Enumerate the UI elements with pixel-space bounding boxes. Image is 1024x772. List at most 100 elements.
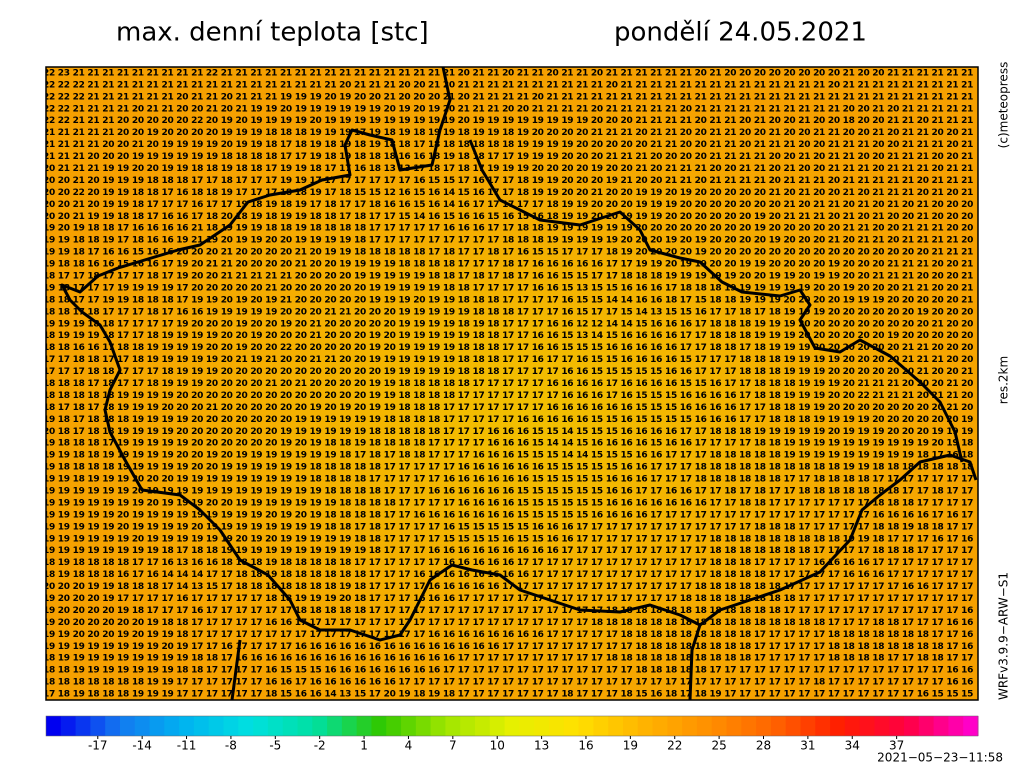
border: [60, 67, 978, 700]
colorbar-swatch: [179, 716, 195, 736]
grid-row: 19 19 18 18 19 19 19 19 19 20 20 19 20 1…: [43, 451, 973, 461]
colorbar-swatch: [223, 716, 239, 736]
grid-row: 22 22 22 21 21 21 21 21 21 20 21 21 20 2…: [43, 92, 973, 102]
colorbar: -17 -14 -11 -8 -5 -2 1 4 7 10 13 16 19 22 25 28 31 34 37: [45, 715, 979, 753]
grid-row: 21 21 21 21 20 20 21 20 19 19 19 19 20 1…: [43, 140, 973, 150]
colorbar-swatch: [904, 716, 920, 736]
colorbar-label: 28: [756, 739, 771, 753]
grid-row: 20 20 22 20 19 19 18 18 17 16 18 18 19 1…: [43, 188, 973, 198]
grid-row: 18 19 18 18 18 18 17 17 16 13 16 16 18 1…: [43, 558, 973, 568]
run-time: 2021−05−23−11:58: [877, 751, 1003, 765]
grid-row: 19 19 19 18 18 17 17 17 17 19 20 20 20 1…: [43, 319, 973, 329]
grid-row: 21 21 21 20 20 20 19 19 19 19 19 19 18 1…: [43, 152, 973, 162]
colorbar-swatch: [770, 716, 787, 736]
grid-row: 18 18 18 18 18 18 18 19 19 17 17 17 17 1…: [43, 678, 973, 688]
colorbar-label: 1: [360, 739, 368, 753]
colorbar-swatch: [682, 716, 698, 736]
colorbar-swatch: [667, 716, 683, 736]
grid-row: 19 19 19 19 19 19 20 19 19 19 19 19 19 1…: [43, 486, 973, 496]
grid-row: 20 18 17 18 18 19 19 19 19 20 20 20 20 2…: [43, 427, 973, 437]
colorbar-frame: [45, 715, 979, 737]
colorbar-label: 4: [405, 739, 413, 753]
colorbar-swatch: [312, 716, 328, 736]
colorbar-label: 7: [449, 739, 457, 753]
border-line: [230, 639, 242, 700]
grid-row: 19 20 19 18 18 17 16 16 16 16 21 18 19 1…: [43, 224, 973, 234]
map-date: pondělí 24.05.2021: [614, 18, 867, 48]
colorbar-swatch: [297, 716, 313, 736]
grid-row: 18 18 18 17 18 17 17 18 19 19 19 20 20 2…: [43, 379, 973, 389]
colorbar-label: 13: [534, 739, 549, 753]
grid-row: 19 18 17 17 17 19 19 19 19 17 20 20 20 2…: [43, 283, 973, 293]
colorbar-swatch: [119, 716, 136, 736]
colorbar-swatch: [711, 716, 728, 736]
colorbar-label: 37: [889, 739, 904, 753]
grid-row: 20 20 21 19 19 18 18 17 16 16 17 18 20 1…: [43, 212, 973, 222]
grid-row: 19 19 19 19 19 20 19 19 19 19 19 19 19 1…: [43, 510, 973, 520]
colorbar-swatch: [889, 716, 905, 736]
colorbar-label: -11: [177, 739, 197, 753]
map-background: [46, 67, 978, 700]
colorbar-swatch: [208, 716, 225, 736]
colorbar-label: 10: [490, 739, 505, 753]
colorbar-label: 16: [578, 739, 593, 753]
colorbar-swatch: [445, 716, 461, 736]
map-frame: [45, 66, 979, 701]
model-name: WRFv3.9.9−ARW−S1: [997, 572, 1011, 700]
colorbar-swatch: [815, 716, 831, 736]
border-line: [699, 453, 978, 627]
colorbar-swatch: [267, 716, 284, 736]
grid-row: 19 19 19 19 19 19 19 19 18 17 18 18 19 1…: [43, 546, 973, 556]
colorbar-swatch: [593, 716, 609, 736]
colorbar-label: -2: [314, 739, 326, 753]
grid-row: 20 20 20 19 19 18 18 18 17 14 13 15 17 1…: [43, 582, 973, 592]
colorbar-swatch: [371, 716, 387, 736]
grid-row: 22 22 21 21 21 21 20 21 21 20 20 21 20 2…: [43, 104, 973, 114]
grid-row: 19 18 17 18 18 18 19 19 19 19 20 20 20 2…: [43, 415, 973, 425]
grid-row: 18 18 16 16 17 18 18 19 19 19 19 20 20 1…: [43, 343, 973, 353]
colorbar-swatch: [578, 716, 594, 736]
colorbar-swatch: [238, 716, 254, 736]
colorbar-label: 31: [800, 739, 815, 753]
colorbar-swatch: [504, 716, 520, 736]
colorbar-swatch: [134, 716, 151, 736]
resolution: res.2km: [997, 356, 1011, 404]
colorbar-swatch: [356, 716, 372, 736]
colorbar-label: 34: [845, 739, 860, 753]
colorbar-swatch: [430, 716, 446, 736]
colorbar-swatch: [844, 716, 861, 736]
grid-row: 19 19 18 17 16 16 15 16 16 20 20 20 21 2…: [43, 248, 973, 258]
grid-row: 18 18 17 18 17 17 17 18 17 16 16 19 19 1…: [43, 307, 973, 317]
colorbar-swatch: [460, 716, 476, 736]
colorbar-swatch: [386, 716, 402, 736]
colorbar-swatch: [105, 716, 121, 736]
colorbar-swatch: [489, 716, 506, 736]
grid-row: 17 18 19 18 18 18 19 19 19 17 17 17 17 1…: [43, 690, 973, 700]
colorbar-label: 22: [667, 739, 682, 753]
colorbar-swatch: [696, 716, 713, 736]
colorbar-label: 25: [711, 739, 726, 753]
colorbar-swatch: [164, 716, 180, 736]
colorbar-swatch: [563, 716, 580, 736]
grid-row: 19 19 19 19 19 19 19 19 20 19 17 17 16 1…: [43, 642, 973, 652]
colorbar-swatch: [726, 716, 742, 736]
colorbar-label: -17: [88, 739, 108, 753]
colorbar-swatch: [60, 716, 77, 736]
colorbar-swatch: [46, 716, 62, 736]
colorbar-swatch: [933, 716, 949, 736]
colorbar-swatch: [756, 716, 772, 736]
grid-row: 22 22 22 21 21 21 21 21 21 21 21 21 21 2…: [43, 80, 973, 90]
value-grid: 22 23 21 21 21 21 21 21 21 21 21 22 21 2…: [43, 68, 973, 700]
grid-row: 21 21 21 21 21 20 20 19 20 20 20 20 19 1…: [43, 128, 973, 138]
colorbar-swatch: [193, 716, 210, 736]
colorbar-swatch: [608, 716, 624, 736]
grid-row: 17 17 18 18 17 17 18 19 19 19 19 19 20 2…: [43, 355, 973, 365]
colorbar-swatch: [800, 716, 816, 736]
grid-row: 18 17 18 17 18 19 19 19 20 20 20 21 20 2…: [43, 403, 973, 413]
grid-row: 19 18 18 18 18 19 19 19 19 19 20 20 19 1…: [43, 463, 973, 473]
colorbar-swatch: [637, 716, 654, 736]
grid-row: 19 19 19 19 19 19 20 19 19 19 19 19 19 2…: [43, 534, 973, 544]
colorbar-swatch: [90, 716, 106, 736]
grid-row: 19 19 20 20 20 19 20 19 19 18 17 17 17 1…: [43, 630, 973, 640]
